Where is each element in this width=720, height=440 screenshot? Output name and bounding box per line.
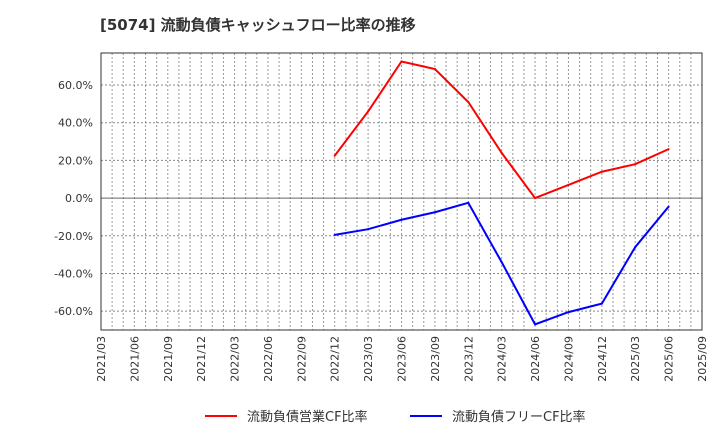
data-point xyxy=(534,197,537,200)
data-point xyxy=(500,261,503,264)
legend-label: 流動負債営業CF比率 xyxy=(247,410,368,425)
x-tick-label: 2024/06 xyxy=(529,336,542,382)
data-point xyxy=(433,211,436,214)
x-tick-label: 2025/03 xyxy=(629,336,642,382)
legend-label: 流動負債フリーCF比率 xyxy=(452,410,586,425)
y-tick-label: 60.0% xyxy=(58,79,93,92)
data-point xyxy=(467,201,470,204)
data-point xyxy=(367,110,370,113)
data-point xyxy=(634,246,637,249)
x-tick-label: 2021/03 xyxy=(95,336,108,382)
data-point xyxy=(534,323,537,326)
plot-frame xyxy=(100,52,703,331)
x-tick-label: 2024/12 xyxy=(596,336,609,382)
legend-item-free-cf: 流動負債フリーCF比率 xyxy=(410,406,586,425)
x-tick-label: 2021/09 xyxy=(162,336,175,382)
y-tick-label: 20.0% xyxy=(58,154,93,167)
x-tick-label: 2025/09 xyxy=(696,336,709,382)
y-tick-label: 40.0% xyxy=(58,117,93,130)
data-point xyxy=(600,170,603,173)
data-point xyxy=(600,302,603,305)
x-tick-label: 2022/03 xyxy=(229,336,242,382)
x-tick-label: 2022/12 xyxy=(329,336,342,382)
y-tick-label: -60.0% xyxy=(54,305,93,318)
data-point xyxy=(400,218,403,221)
data-point xyxy=(333,154,336,157)
x-tick-label: 2023/06 xyxy=(396,336,409,382)
x-tick-label: 2021/06 xyxy=(128,336,141,382)
chart-title: [5074] 流動負債キャッシュフロー比率の推移 xyxy=(100,16,416,34)
data-point xyxy=(667,148,670,151)
legend-swatch xyxy=(410,414,442,417)
x-tick-label: 2024/03 xyxy=(496,336,509,382)
y-tick-label: -20.0% xyxy=(54,230,93,243)
data-point xyxy=(567,183,570,186)
data-point xyxy=(467,100,470,103)
data-point xyxy=(400,60,403,63)
x-tick-label: 2022/09 xyxy=(295,336,308,382)
x-tick-label: 2023/09 xyxy=(429,336,442,382)
data-point xyxy=(667,205,670,208)
x-tick-label: 2024/09 xyxy=(562,336,575,382)
y-tick-label: 0.0% xyxy=(65,192,93,205)
x-tick-label: 2022/06 xyxy=(262,336,275,382)
data-point xyxy=(567,311,570,314)
x-tick-label: 2025/06 xyxy=(663,336,676,382)
x-tick-label: 2021/12 xyxy=(195,336,208,382)
legend-swatch xyxy=(205,414,237,417)
data-point xyxy=(634,163,637,166)
data-point xyxy=(367,228,370,231)
x-tick-label: 2023/12 xyxy=(462,336,475,382)
legend-item-operating-cf: 流動負債営業CF比率 xyxy=(205,406,368,425)
data-point xyxy=(500,151,503,154)
x-tick-label: 2023/03 xyxy=(362,336,375,382)
data-point xyxy=(333,233,336,236)
data-point xyxy=(433,68,436,71)
y-tick-label: -40.0% xyxy=(54,267,93,280)
